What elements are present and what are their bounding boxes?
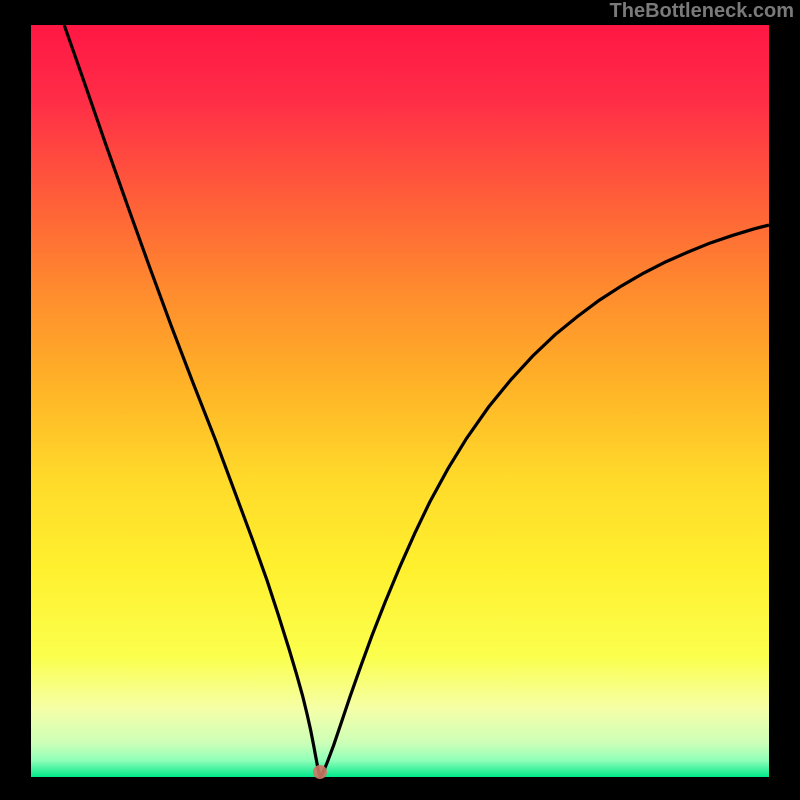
attribution-label: TheBottleneck.com bbox=[610, 0, 794, 23]
curve-path bbox=[64, 25, 769, 776]
plot-area bbox=[31, 25, 769, 777]
chart-container: TheBottleneck.com bbox=[0, 0, 800, 800]
optimum-marker bbox=[313, 765, 327, 779]
bottleneck-curve bbox=[31, 25, 769, 777]
